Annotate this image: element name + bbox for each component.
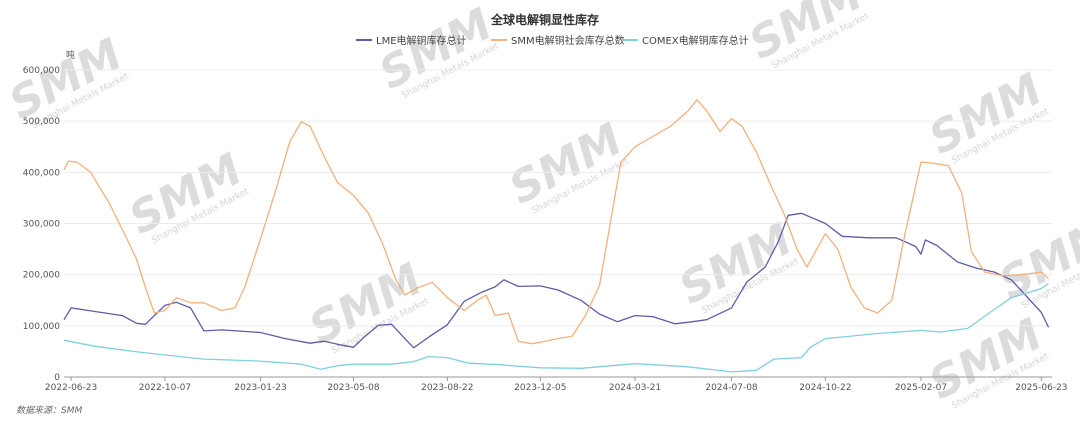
y-tick-label: 100,000 — [23, 322, 60, 332]
x-tick-label: 2023-01-23 — [234, 383, 286, 393]
gridlines — [64, 69, 1052, 378]
legend-label: SMM电解铜社会库存总数 — [511, 34, 625, 47]
y-tick-label: 500,000 — [23, 117, 60, 127]
x-tick-label: 2024-07-08 — [705, 383, 758, 393]
source-note: 数据来源：SMM — [16, 405, 82, 416]
series-line — [63, 212, 1050, 349]
x-tick-label: 2022-10-07 — [139, 383, 191, 393]
y-tick-label: 400,000 — [23, 168, 60, 178]
y-tick-label: 200,000 — [23, 271, 60, 281]
y-axis-unit: 吨 — [66, 49, 75, 61]
x-tick-label: 2022-06-23 — [45, 383, 97, 393]
y-axis: 0 100,000 200,000 300,000 400,000 500,000 600,… — [23, 66, 60, 383]
legend-label: COMEX电解铜库存总计 — [642, 34, 749, 47]
x-tick-label: 2024-10-22 — [799, 383, 851, 393]
x-tick-label: 2025-06-23 — [1015, 383, 1067, 393]
y-tick-label: 300,000 — [23, 220, 60, 230]
y-tick-label: 0 — [54, 373, 60, 383]
x-tick-label: 2023-08-22 — [421, 383, 473, 393]
y-tick-label: 600,000 — [23, 66, 60, 76]
series-layer — [63, 99, 1050, 373]
series-line — [63, 99, 1049, 345]
legend: LME电解铜库存总计 SMM电解铜社会库存总数 COMEX电解铜库存总计 — [356, 34, 749, 47]
x-tick-label: 2024-03-21 — [609, 383, 661, 393]
chart-title: 全球电解铜显性库存 — [490, 12, 599, 27]
x-tick-label: 2025-02-07 — [895, 383, 947, 393]
series-line — [63, 282, 1049, 373]
x-tick-label: 2023-05-08 — [327, 383, 380, 393]
x-tick-label: 2023-12-05 — [514, 383, 566, 393]
x-axis: 2022-06-23 2022-10-07 2023-01-23 2023-05-08… — [45, 377, 1068, 393]
legend-label: LME电解铜库存总计 — [376, 34, 467, 47]
watermark-logo: SMM — [741, 0, 870, 70]
